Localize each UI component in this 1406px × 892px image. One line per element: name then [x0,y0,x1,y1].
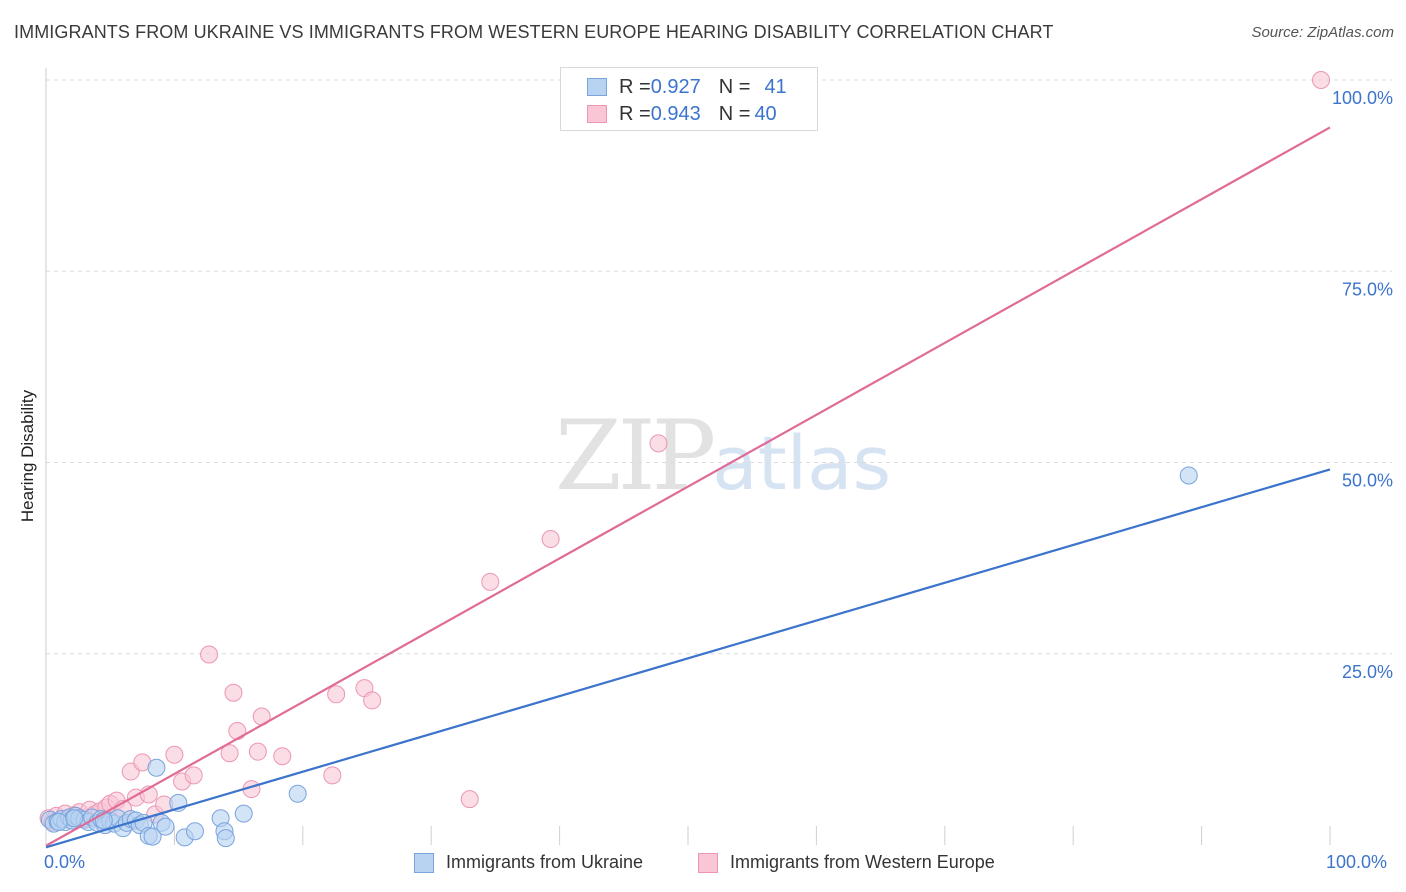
legend-row-ukraine: R = 0.927 N = 41 [587,74,787,100]
y-tick-label: 100.0% [1332,88,1393,108]
trendline-western-europe [45,126,1331,847]
stats-legend: R = 0.927 N = 41 R = 0.943 N = 40 [560,67,818,131]
data-point-western-europe [327,685,346,704]
data-point-western-europe [165,745,184,764]
chart-title: IMMIGRANTS FROM UKRAINE VS IMMIGRANTS FR… [14,22,1054,42]
data-point-western-europe [273,747,292,766]
data-point-ukraine [65,809,84,828]
legend-n-label: N = [718,75,751,98]
data-point-western-europe [323,766,342,785]
data-point-ukraine [147,758,166,777]
data-point-western-europe [220,744,239,763]
data-point-western-europe [649,434,668,453]
y-axis-title: Hearing Disability [18,389,37,523]
data-point-western-europe [481,572,500,591]
watermark-zip: ZIP [555,400,716,512]
data-point-ukraine [216,829,235,848]
legend-r-value-ukraine: 0.927 [650,75,701,98]
data-point-western-europe [248,742,267,761]
legend-r-value-western-europe: 0.943 [650,102,701,125]
data-point-western-europe [363,691,382,710]
trendline-ukraine [45,468,1331,849]
data-point-western-europe [460,790,479,809]
data-point-western-europe [184,766,203,785]
y-tick-label: 50.0% [1342,471,1393,491]
bottom-legend-swatch-western-europe [698,852,718,873]
bottom-legend-label-ukraine: Immigrants from Ukraine [446,852,644,872]
legend-r-label: R = [619,102,651,125]
source-label: Source: ZipAtlas.com [1251,24,1394,41]
watermark: ZIPatlas [555,400,891,512]
legend-swatch-western-europe [587,105,607,123]
data-point-ukraine [1179,466,1198,485]
data-point-western-europe [541,530,560,548]
x-tick-label-max: 100.0% [1326,852,1388,872]
data-point-ukraine [156,817,175,836]
watermark-atlas: atlas [712,421,892,507]
y-tick-label: 25.0% [1342,662,1393,682]
data-point-western-europe [224,683,243,702]
data-point-western-europe [200,645,219,664]
data-point-ukraine [49,813,68,832]
data-point-ukraine [143,827,162,846]
data-point-western-europe [1312,71,1331,89]
data-point-western-europe [228,722,247,741]
legend-row-western-europe: R = 0.943 N = 40 [587,101,777,127]
bottom-legend-swatch-ukraine [414,852,434,873]
legend-r-label: R = [619,75,651,98]
y-tick-label: 75.0% [1342,279,1393,299]
legend-n-value-western-europe: 40 [754,102,777,125]
bottom-legend-label-western-europe: Immigrants from Western Europe [730,852,995,872]
data-point-ukraine [234,804,253,823]
x-tick-label-min: 0.0% [44,852,86,872]
legend-n-value-ukraine: 41 [764,75,787,98]
bottom-legend-western-europe: Immigrants from Western Europe [698,852,995,873]
data-point-ukraine [185,822,204,841]
legend-n-label: N = [718,102,751,125]
bottom-legend-ukraine: Immigrants from Ukraine [414,852,643,873]
data-point-ukraine [288,784,307,803]
legend-swatch-ukraine [587,78,607,96]
